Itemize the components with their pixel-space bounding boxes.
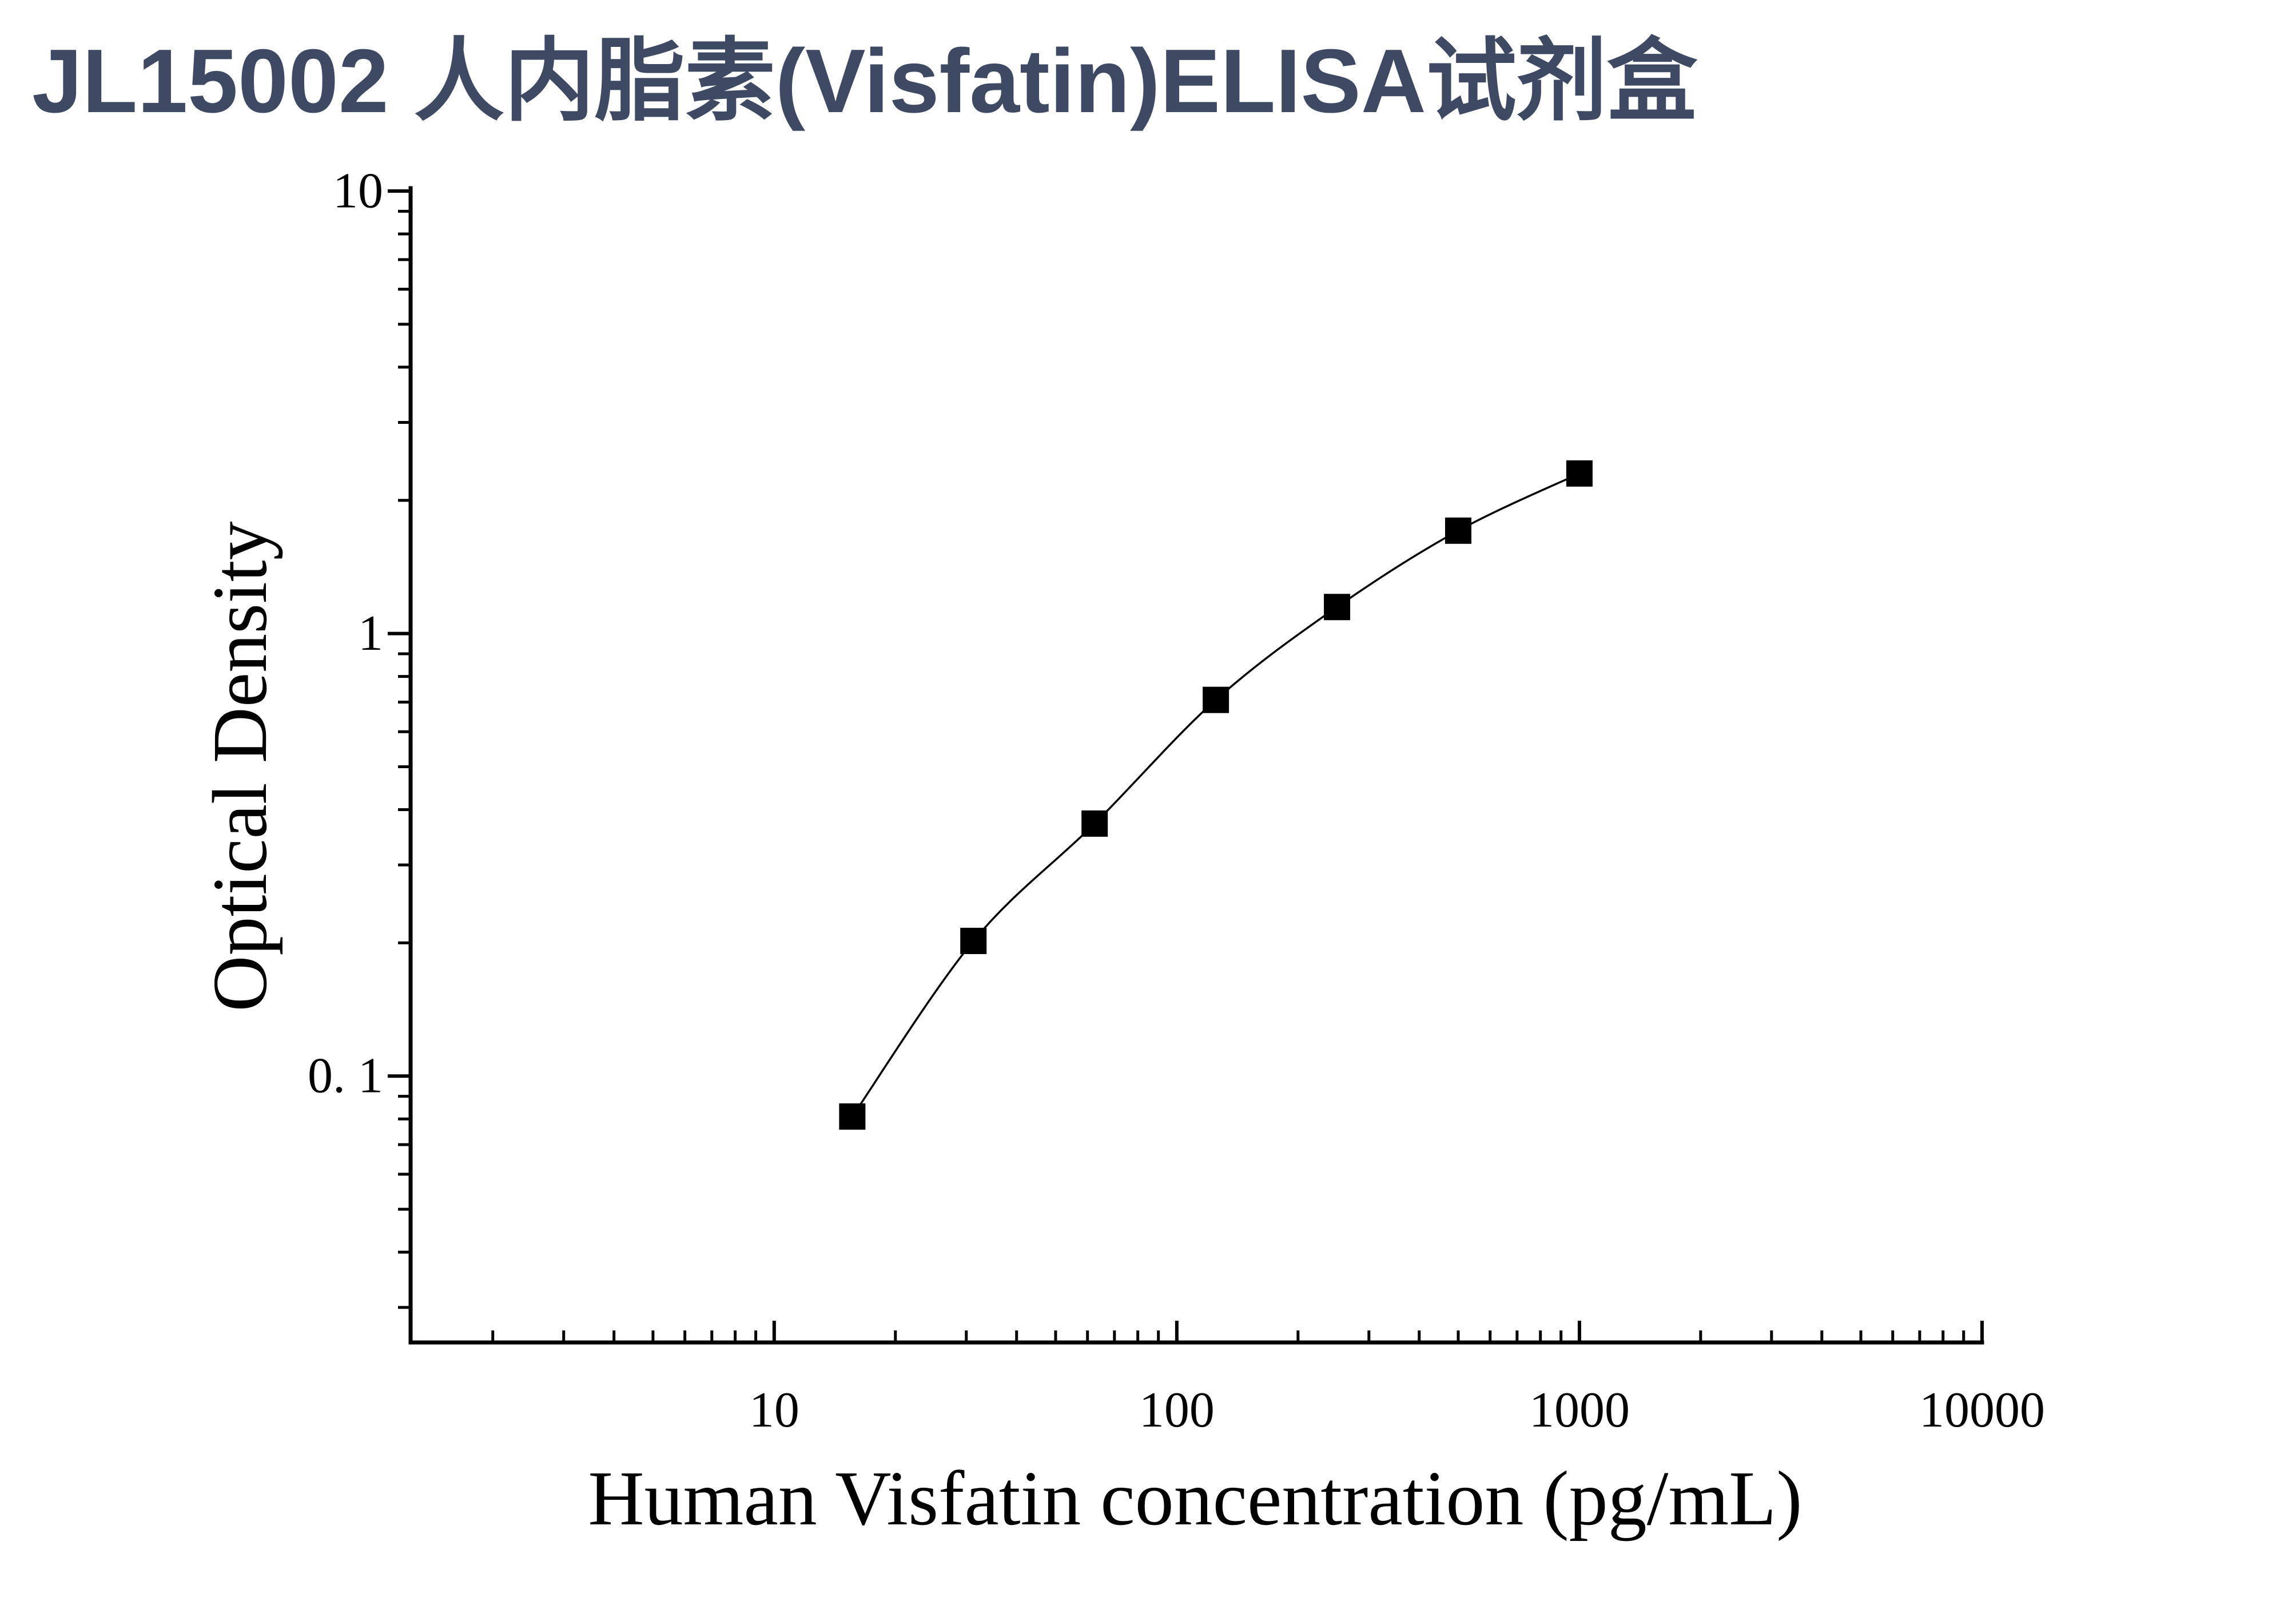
- y-tick-label: 1: [358, 606, 383, 661]
- data-point: [1081, 810, 1108, 837]
- y-tick-label: 10: [333, 164, 383, 219]
- minor-ticks: [398, 209, 1965, 1342]
- data-point: [1566, 460, 1593, 487]
- x-tick-label: 1000: [1529, 1382, 1630, 1438]
- page-title: JL15002 人内脂素(Visfatin)ELISA试剂盒: [32, 31, 1698, 132]
- data-point: [1324, 594, 1351, 621]
- y-tick-label: 0. 1: [308, 1048, 383, 1104]
- x-tick-labels: 10 100 1000 10000: [749, 1382, 2045, 1438]
- x-tick-label: 10: [749, 1382, 799, 1438]
- data-points: [839, 460, 1593, 1130]
- data-point: [1445, 517, 1471, 544]
- data-point: [960, 928, 987, 955]
- x-tick-label: 10000: [1919, 1382, 2045, 1438]
- fit-curve: [851, 472, 1580, 1117]
- x-axis-label: Human Visfatin concentration (pg/mL): [588, 1456, 1802, 1542]
- data-point: [1203, 686, 1229, 713]
- y-tick-labels: 10 1 0. 1: [308, 164, 383, 1104]
- plot-area: 10 100 1000 10000 10 1 0. 1: [308, 164, 2045, 1439]
- y-axis-label: Optical Density: [197, 521, 283, 1011]
- major-ticks: [388, 189, 1984, 1342]
- data-point: [839, 1103, 866, 1130]
- x-tick-label: 100: [1139, 1382, 1215, 1438]
